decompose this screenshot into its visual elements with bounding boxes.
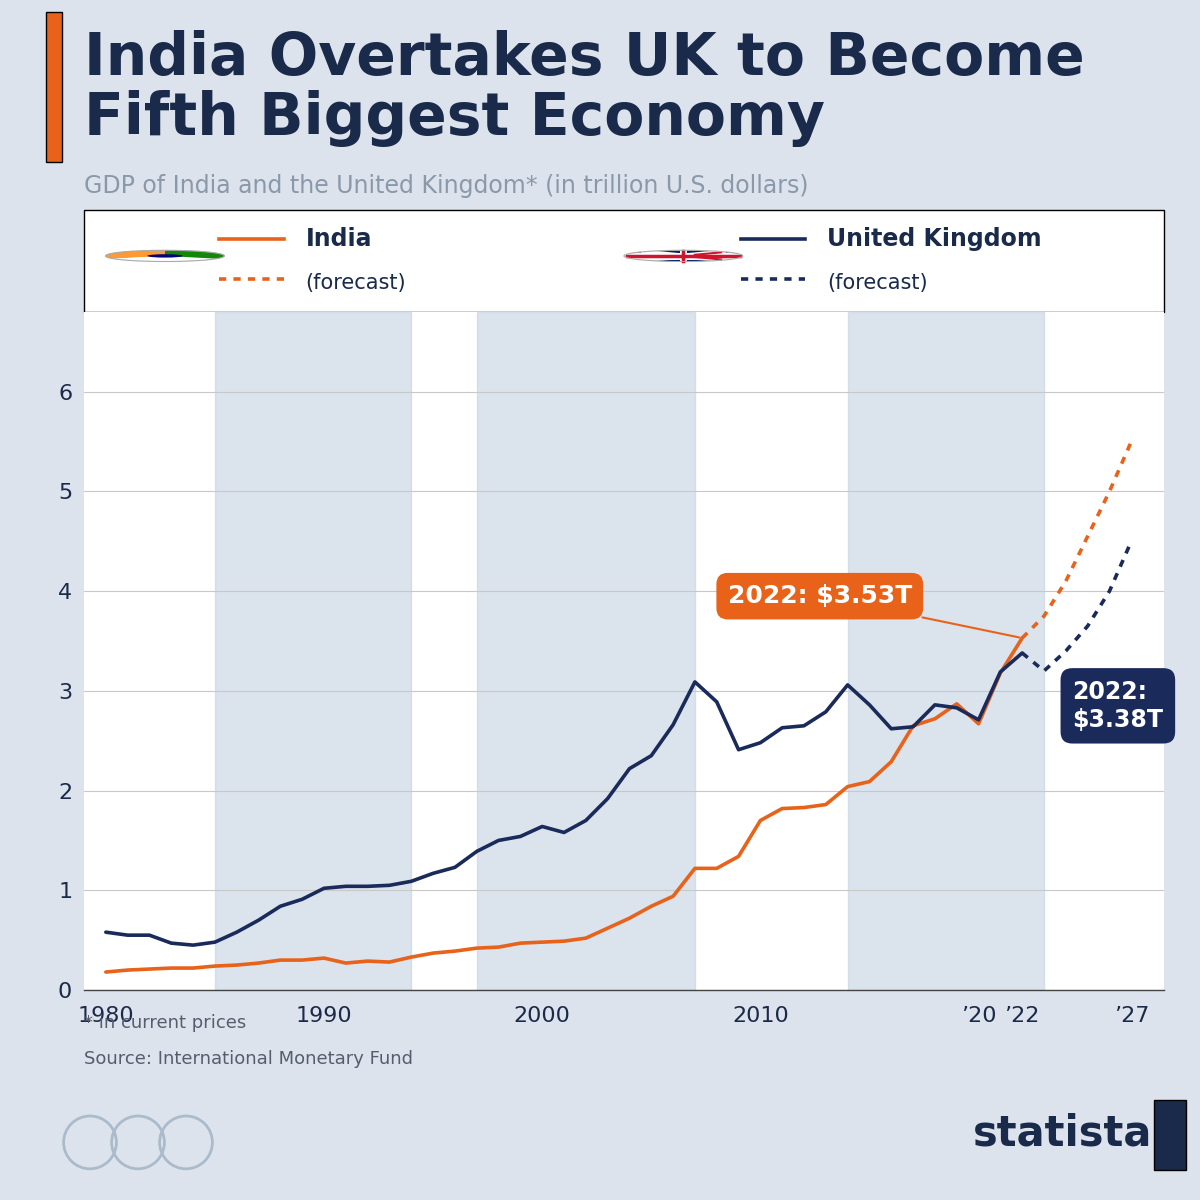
Text: Source: International Monetary Fund: Source: International Monetary Fund	[84, 1050, 413, 1068]
Circle shape	[148, 254, 182, 258]
Text: Fifth Biggest Economy: Fifth Biggest Economy	[84, 90, 824, 146]
Circle shape	[106, 251, 224, 262]
Text: statista: statista	[973, 1114, 1152, 1154]
Wedge shape	[114, 256, 216, 262]
Text: India Overtakes UK to Become: India Overtakes UK to Become	[84, 30, 1085, 86]
Bar	[215, 312, 412, 990]
Text: 2022:
$3.38T: 2022: $3.38T	[1073, 680, 1163, 732]
Text: 2022: $3.53T: 2022: $3.53T	[727, 584, 1020, 637]
Wedge shape	[106, 251, 166, 259]
Bar	[476, 312, 695, 990]
Text: (forecast): (forecast)	[827, 274, 928, 294]
Text: * in current prices: * in current prices	[84, 1014, 246, 1032]
Bar	[847, 312, 1044, 990]
Text: India: India	[305, 227, 372, 251]
Text: GDP of India and the United Kingdom* (in trillion U.S. dollars): GDP of India and the United Kingdom* (in…	[84, 174, 809, 198]
Text: (forecast): (forecast)	[305, 274, 406, 294]
Circle shape	[624, 251, 743, 262]
Wedge shape	[166, 251, 224, 259]
Text: United Kingdom: United Kingdom	[827, 227, 1042, 251]
